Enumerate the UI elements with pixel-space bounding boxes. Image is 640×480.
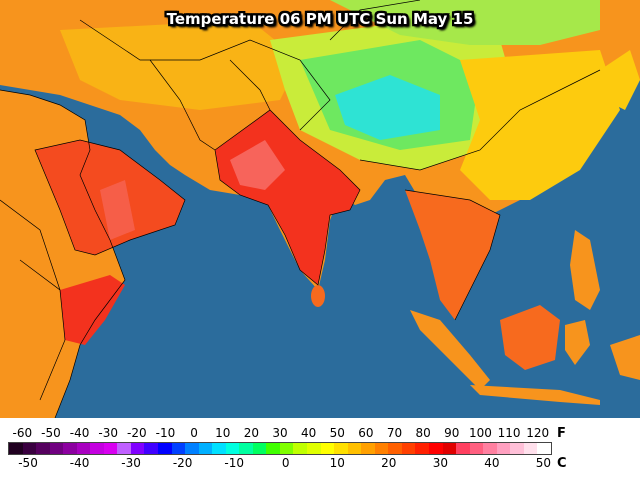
color-swatch bbox=[185, 443, 199, 454]
philippines-land bbox=[570, 230, 600, 310]
color-swatch bbox=[510, 443, 524, 454]
color-swatch bbox=[103, 443, 118, 454]
color-swatch bbox=[239, 443, 253, 454]
india-hotspot bbox=[230, 140, 285, 190]
color-swatch bbox=[347, 443, 362, 454]
color-swatch bbox=[361, 443, 375, 454]
c-tick-label: -40 bbox=[69, 456, 90, 470]
f-tick-label: 20 bbox=[243, 426, 259, 440]
color-swatch bbox=[442, 443, 457, 454]
color-swatch bbox=[198, 443, 213, 454]
map-title: Temperature 06 PM UTC Sun May 15 bbox=[167, 10, 474, 28]
c-tick-label: 30 bbox=[432, 456, 448, 470]
africa-land bbox=[0, 90, 125, 418]
country-borders bbox=[0, 0, 601, 418]
java-land bbox=[470, 385, 600, 405]
c-tick-label: -30 bbox=[121, 456, 141, 470]
sumatra-land bbox=[410, 310, 490, 390]
color-swatch bbox=[225, 443, 240, 454]
tibet-core-land bbox=[335, 75, 440, 140]
f-tick-label: 50 bbox=[329, 426, 345, 440]
japan-land bbox=[600, 50, 640, 110]
color-swatch bbox=[401, 443, 416, 454]
c-tick-label: -10 bbox=[224, 456, 244, 470]
color-swatch bbox=[130, 443, 145, 454]
color-swatch bbox=[144, 443, 159, 454]
central-asia-land bbox=[60, 20, 300, 110]
color-swatch bbox=[307, 443, 321, 454]
sri-lanka-land bbox=[311, 285, 325, 307]
color-swatch bbox=[483, 443, 497, 454]
c-tick-label: 10 bbox=[329, 456, 345, 470]
sulawesi-land bbox=[565, 320, 590, 365]
c-tick-label: 40 bbox=[484, 456, 500, 470]
c-tick-label: 20 bbox=[381, 456, 397, 470]
color-swatch bbox=[523, 443, 538, 454]
color-swatch bbox=[537, 443, 551, 454]
color-swatch bbox=[171, 443, 186, 454]
f-tick-label: 80 bbox=[415, 426, 431, 440]
color-swatch bbox=[117, 443, 131, 454]
c-tick-label: 0 bbox=[281, 456, 290, 470]
arabia-hotspot bbox=[100, 180, 135, 240]
color-swatch bbox=[90, 443, 104, 454]
color-swatch bbox=[496, 443, 511, 454]
color-swatch bbox=[279, 443, 294, 454]
f-tick-label: -40 bbox=[69, 426, 90, 440]
color-swatch bbox=[469, 443, 484, 454]
color-swatch bbox=[293, 443, 308, 454]
c-unit-label: C bbox=[557, 456, 567, 471]
temperature-map: Temperature 06 PM UTC Sun May 15 bbox=[0, 0, 640, 418]
f-tick-label: 0 bbox=[190, 426, 198, 440]
color-swatch bbox=[320, 443, 335, 454]
c-tick-label: 50 bbox=[535, 456, 552, 470]
f-tick-label: -50 bbox=[41, 426, 61, 440]
f-tick-label: -20 bbox=[127, 426, 147, 440]
new-guinea-land bbox=[610, 335, 640, 380]
color-swatch bbox=[428, 443, 443, 454]
color-swatch bbox=[49, 443, 64, 454]
color-swatch bbox=[252, 443, 267, 454]
f-tick-label: -10 bbox=[155, 426, 176, 440]
color-swatch bbox=[456, 443, 470, 454]
color-swatch bbox=[158, 443, 172, 454]
f-unit-label: F bbox=[557, 426, 566, 441]
borneo-land bbox=[500, 305, 560, 370]
mongolia-land bbox=[330, 0, 600, 45]
color-swatch bbox=[36, 443, 50, 454]
horn-africa-land bbox=[60, 275, 125, 345]
f-tick-label: -60 bbox=[12, 426, 33, 440]
color-swatch bbox=[22, 443, 37, 454]
f-tick-label: 100 bbox=[468, 426, 492, 440]
f-tick-label: 90 bbox=[444, 426, 460, 440]
f-tick-label: 120 bbox=[526, 426, 550, 440]
color-swatch bbox=[76, 443, 91, 454]
f-tick-label: 110 bbox=[497, 426, 521, 440]
color-swatch bbox=[415, 443, 429, 454]
c-tick-label: -20 bbox=[172, 456, 193, 470]
color-swatch bbox=[388, 443, 402, 454]
f-tick-label: 40 bbox=[300, 426, 317, 440]
color-swatch bbox=[334, 443, 348, 454]
color-swatch bbox=[374, 443, 389, 454]
color-swatch bbox=[9, 443, 23, 454]
china-land bbox=[460, 50, 620, 200]
f-tick-label: 70 bbox=[386, 426, 403, 440]
f-tick-label: 60 bbox=[358, 426, 374, 440]
c-tick-label: -50 bbox=[18, 456, 38, 470]
color-scale-bar bbox=[8, 442, 552, 455]
f-tick-label: 10 bbox=[215, 426, 231, 440]
f-tick-label: 30 bbox=[272, 426, 288, 440]
color-swatch bbox=[63, 443, 77, 454]
f-tick-label: -30 bbox=[98, 426, 119, 440]
seasia-land bbox=[405, 190, 500, 320]
color-swatch bbox=[212, 443, 226, 454]
color-swatch bbox=[266, 443, 280, 454]
